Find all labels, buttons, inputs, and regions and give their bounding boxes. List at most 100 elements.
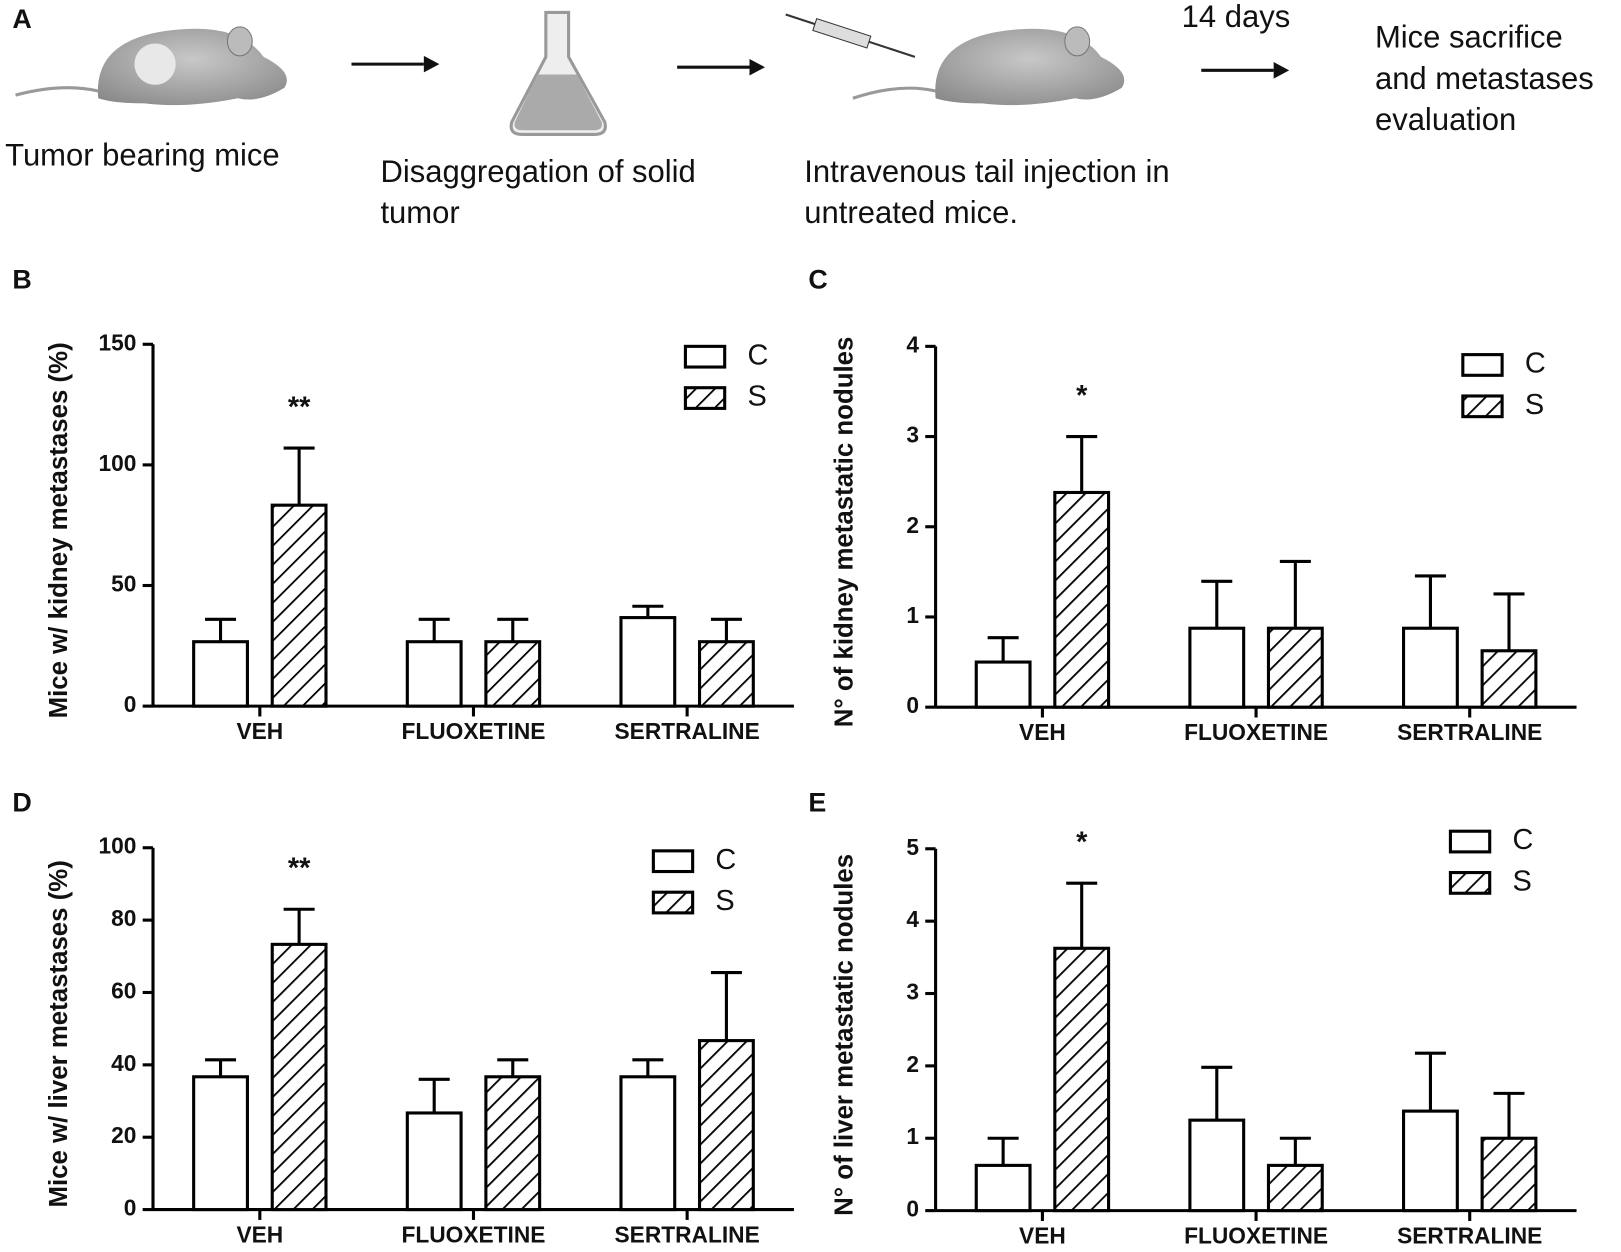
legend-swatch: [651, 849, 695, 874]
y-tick-label: 100: [99, 833, 137, 859]
bar: [1188, 626, 1246, 709]
bar: [1266, 1163, 1324, 1213]
y-tick-label: 0: [124, 691, 137, 717]
mouse-icon: [852, 26, 1125, 106]
significance-label: *: [1076, 380, 1088, 412]
y-tick-label: 50: [111, 571, 136, 597]
mouse-icon: [15, 26, 287, 106]
y-tick-label: 60: [111, 977, 136, 1003]
y-tick-label: 40: [111, 1050, 136, 1076]
syringe-icon: [785, 13, 916, 58]
y-tick-label: 20: [111, 1122, 136, 1148]
y-tick-label: 0: [906, 1196, 919, 1222]
x-tick-label: FLUOXETINE: [1184, 719, 1328, 745]
bar: [1053, 946, 1111, 1213]
bar: [484, 1075, 542, 1212]
bar: [974, 1163, 1032, 1213]
y-tick-label: 5: [906, 834, 919, 860]
legend-label: S: [715, 885, 734, 917]
bar: [619, 1075, 677, 1212]
x-tick-label: SERTRALINE: [615, 718, 760, 744]
step-label: Intravenous tail injection in: [804, 154, 1169, 189]
legend-label: C: [715, 844, 736, 876]
step-label: Disaggregation of solid: [380, 154, 695, 189]
y-tick-label: 1: [906, 602, 919, 628]
bar: [270, 503, 328, 708]
bar: [1480, 1136, 1538, 1213]
step-label: Mice sacrifice: [1375, 20, 1563, 55]
legend-label: S: [1525, 389, 1544, 421]
bar: [619, 616, 677, 708]
y-tick-label: 0: [906, 692, 919, 718]
legend-swatch: [683, 344, 727, 369]
legend-swatch: [683, 386, 727, 410]
legend-swatch: [651, 890, 695, 915]
y-axis-label: N° of kidney metastatic nodules: [830, 337, 858, 728]
legend-swatch: [1461, 353, 1504, 377]
legend-label: C: [1512, 824, 1533, 856]
bar: [974, 660, 1032, 709]
y-axis-label: Mice w/ liver metastases (%): [45, 860, 73, 1207]
bar: [1188, 1118, 1246, 1213]
step-label: tumor: [380, 195, 459, 230]
y-tick-label: 80: [111, 905, 136, 931]
y-tick-label: 3: [906, 979, 919, 1005]
y-tick-label: 4: [906, 331, 919, 357]
step-label: Tumor bearing mice: [5, 137, 280, 172]
panel-label: B: [12, 264, 31, 294]
x-tick-label: SERTRALINE: [1397, 719, 1542, 745]
x-tick-label: SERTRALINE: [615, 1221, 760, 1247]
y-tick-label: 100: [99, 450, 137, 476]
bar: [405, 1111, 463, 1212]
x-tick-label: VEH: [236, 718, 283, 744]
bar: [1480, 649, 1538, 709]
y-tick-label: 3: [906, 422, 919, 448]
legend-swatch: [1461, 394, 1504, 419]
x-tick-label: FLUOXETINE: [401, 1221, 545, 1247]
bar: [1053, 490, 1111, 709]
x-tick-label: VEH: [1019, 1222, 1066, 1248]
bar: [697, 640, 755, 708]
y-tick-label: 1: [906, 1123, 919, 1149]
bar: [270, 942, 328, 1212]
flask-icon: [509, 10, 607, 136]
step-label: evaluation: [1375, 102, 1516, 137]
bar: [1266, 626, 1324, 709]
panel-label: A: [12, 4, 31, 34]
bar: [405, 640, 463, 708]
schematic: A 14 days: [12, 0, 1291, 136]
x-tick-label: VEH: [236, 1221, 283, 1247]
bar: [484, 640, 542, 708]
legend-label: S: [747, 381, 766, 413]
significance-label: **: [288, 853, 311, 885]
bar: [697, 1039, 755, 1212]
y-tick-label: 0: [124, 1195, 137, 1221]
step-label: untreated mice.: [804, 195, 1018, 230]
interval-label: 14 days: [1182, 0, 1291, 34]
legend-label: C: [747, 339, 768, 371]
legend-swatch: [1448, 829, 1492, 854]
y-axis-label: N° of liver metastatic nodules: [830, 854, 858, 1216]
x-tick-label: FLUOXETINE: [401, 718, 545, 744]
x-tick-label: VEH: [1019, 719, 1066, 745]
bar: [192, 1075, 249, 1212]
bar: [1402, 626, 1459, 709]
significance-label: **: [288, 391, 311, 423]
y-tick-label: 150: [99, 329, 137, 355]
bar: [1402, 1109, 1459, 1213]
panel-label: C: [808, 264, 827, 294]
y-tick-label: 2: [906, 512, 919, 538]
y-axis-label: Mice w/ kidney metastases (%): [45, 342, 73, 718]
bar: [192, 640, 249, 708]
x-tick-label: SERTRALINE: [1397, 1222, 1542, 1248]
step-label: and metastases: [1375, 61, 1594, 96]
legend-swatch: [1448, 871, 1492, 895]
significance-label: *: [1076, 827, 1088, 859]
y-tick-label: 2: [906, 1051, 919, 1077]
panel-label: E: [808, 787, 826, 817]
legend-label: S: [1512, 866, 1531, 898]
y-tick-label: 4: [906, 906, 919, 932]
x-tick-label: FLUOXETINE: [1184, 1222, 1328, 1248]
panel-label: D: [12, 787, 31, 817]
